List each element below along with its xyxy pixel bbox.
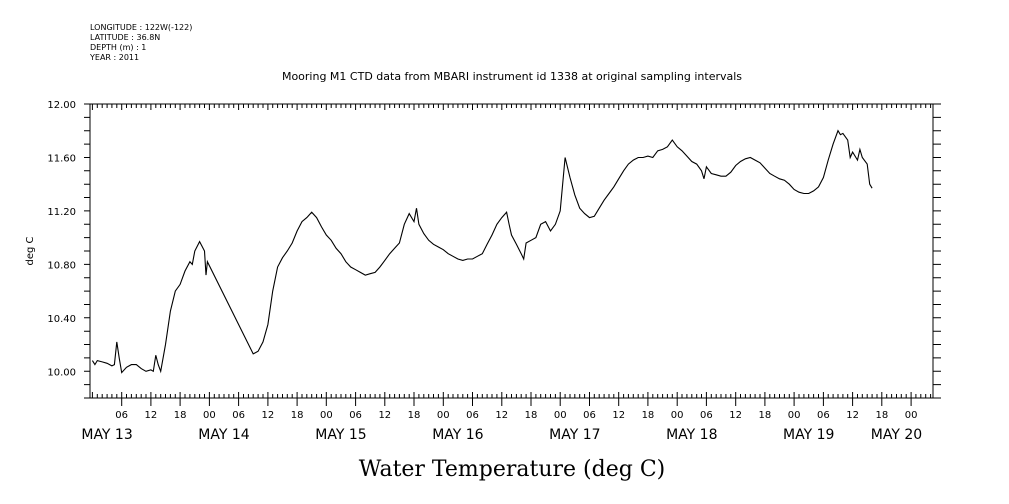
x-hour-label: 18: [174, 410, 187, 421]
x-hour-label: 18: [642, 410, 655, 421]
y-tick-label: 12.00: [47, 100, 76, 111]
x-hour-label: 00: [437, 410, 450, 421]
x-day-label: MAY 19: [783, 427, 834, 443]
x-hour-label: 06: [466, 410, 479, 421]
x-hour-label: 00: [203, 410, 216, 421]
x-hour-label: 00: [788, 410, 801, 421]
x-day-labels: MAY 13 MAY 14 MAY 15 MAY 16 MAY 17 MAY 18 MAY …: [81, 427, 922, 443]
x-hour-label: 06: [232, 410, 245, 421]
plot-frame: [89, 103, 934, 399]
y-tick-labels: 10.00 10.40 10.80 11.20 11.60 12.00: [47, 100, 76, 378]
x-day-label: MAY 20: [871, 427, 922, 443]
x-hour-label: 00: [671, 410, 684, 421]
y-tick-label: 10.80: [47, 260, 76, 271]
x-day-label: MAY 13: [81, 427, 132, 443]
x-day-label: MAY 17: [549, 427, 600, 443]
x-hour-label: 18: [759, 410, 772, 421]
x-hour-label: 18: [875, 410, 888, 421]
y-tick-label: 11.20: [47, 207, 76, 218]
x-hour-label: 12: [612, 410, 625, 421]
x-hour-label: 18: [291, 410, 304, 421]
tick-marks: [84, 103, 941, 406]
x-hour-label: 12: [729, 410, 742, 421]
axis-ticks: [84, 103, 941, 406]
x-hour-label: 12: [846, 410, 859, 421]
x-hour-labels: 06 12 18 00 06 12 18 00 06 12 18 00 06 12 18 00 06 12 18 00…: [115, 410, 917, 421]
meta-latitude: LATITUDE : 36.8N: [90, 33, 160, 42]
x-hour-label: 06: [349, 410, 362, 421]
series-line: [91, 129, 873, 374]
x-hour-label: 12: [378, 410, 391, 421]
chart-title: Mooring M1 CTD data from MBARI instrumen…: [282, 70, 742, 83]
x-hour-label: 18: [525, 410, 538, 421]
y-tick-label: 10.00: [47, 367, 76, 378]
x-hour-label: 12: [145, 410, 158, 421]
x-day-label: MAY 16: [432, 427, 483, 443]
meta-depth: DEPTH (m) : 1: [90, 43, 146, 52]
y-tick-label: 10.40: [47, 314, 76, 325]
meta-longitude: LONGITUDE : 122W(-122): [90, 23, 192, 32]
y-tick-label: 11.60: [47, 153, 76, 164]
x-day-label: MAY 15: [315, 427, 366, 443]
x-hour-label: 06: [817, 410, 830, 421]
x-hour-label: 06: [583, 410, 596, 421]
x-hour-label: 12: [495, 410, 508, 421]
x-hour-label: 06: [115, 410, 128, 421]
x-day-label: MAY 18: [666, 427, 717, 443]
x-hour-label: 00: [554, 410, 567, 421]
x-hour-label: 12: [261, 410, 274, 421]
x-hour-label: 06: [700, 410, 713, 421]
x-day-label: MAY 14: [198, 427, 249, 443]
x-hour-label: 00: [320, 410, 333, 421]
x-hour-label: 18: [408, 410, 421, 421]
x-axis-label: Water Temperature (deg C): [359, 457, 666, 482]
x-hour-label: 00: [905, 410, 918, 421]
y-axis-label: deg C: [25, 236, 36, 265]
meta-year: YEAR : 2011: [89, 53, 139, 62]
